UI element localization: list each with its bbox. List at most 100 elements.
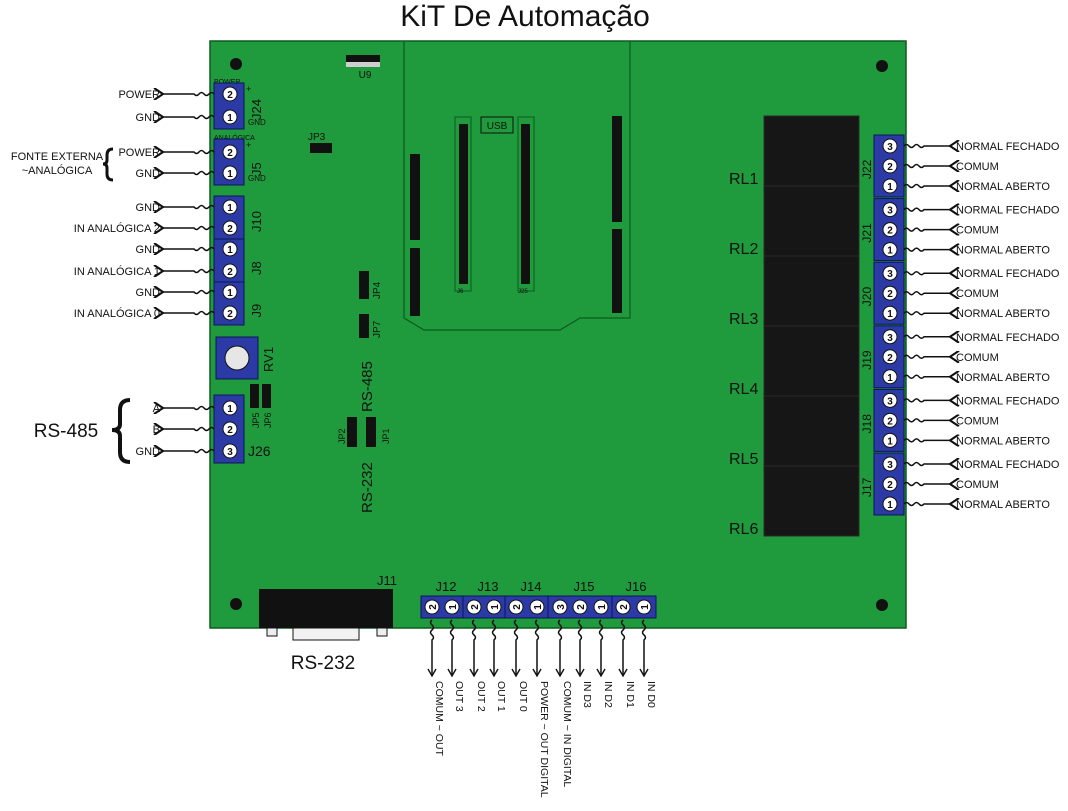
jp7-label: JP7	[372, 320, 383, 338]
terminal-pin	[486, 599, 502, 615]
pin-number: 2	[227, 309, 233, 320]
terminal-name: J15	[574, 579, 595, 594]
jp6-label: JP6	[263, 412, 273, 428]
relay-group: RL1 RL2 RL3 RL4 RL5 RL6	[729, 115, 860, 538]
jp6-jumper	[262, 384, 271, 408]
terminal-pin	[222, 144, 238, 160]
pin-number: 3	[887, 460, 893, 471]
db9-screw-right	[376, 627, 388, 637]
terminal-pin	[222, 86, 238, 102]
relay-label: RL5	[729, 451, 758, 468]
pin-number: 1	[490, 604, 501, 610]
relay-label: RL4	[729, 381, 758, 398]
pin-number: 2	[227, 90, 233, 101]
signal-arrow	[903, 463, 950, 466]
u9-label: U9	[359, 70, 372, 81]
signal-arrowhead	[427, 668, 437, 678]
signal-arrowhead	[469, 668, 479, 678]
terminal-pin	[882, 158, 898, 174]
terminal-pin	[222, 165, 238, 181]
j24-gnd-label: GND	[248, 118, 266, 127]
terminal-name: J5	[249, 162, 264, 176]
signal-arrowhead	[511, 668, 521, 678]
db9-shell	[292, 627, 360, 641]
terminal-pin	[222, 305, 238, 321]
jp2-label: JP2	[337, 428, 347, 444]
terminal-pin	[222, 263, 238, 279]
terminal-pin	[882, 456, 898, 472]
relay-body	[763, 255, 860, 327]
terminal-pin	[882, 202, 898, 218]
jp4-jumper	[359, 271, 369, 299]
jp4-label: JP4	[372, 281, 383, 299]
signal-label: OUT 0	[517, 681, 529, 712]
terminal-name: J8	[249, 261, 264, 275]
signal-label: POWER	[118, 147, 160, 159]
signal-wire	[598, 619, 604, 675]
signal-label: COMUM	[956, 225, 999, 237]
usb-label: USB	[487, 121, 508, 132]
terminal-name: J17	[860, 477, 874, 497]
terminal-pin	[882, 178, 898, 194]
signal-arrowhead	[489, 668, 499, 678]
pin-number: 3	[887, 396, 893, 407]
terminal-name: J26	[248, 443, 271, 459]
bottom-terminals: 2 1 J12 2 1 J13 2 1 J14 3 2 1 J15 2 1 J16 COMUM ~ OUT OUT…	[420, 579, 657, 798]
pin-number: 1	[887, 436, 893, 447]
terminal-pin	[466, 599, 482, 615]
signal-arrowhead	[639, 668, 649, 678]
header-right-upper	[612, 116, 622, 222]
signal-label: IN ANALÓGICA 2	[74, 222, 160, 235]
signal-arrow	[163, 206, 215, 209]
jp3-jumper	[310, 143, 332, 153]
pin-number: 1	[227, 404, 233, 415]
pin-number: 2	[619, 604, 630, 610]
pin-number: 1	[227, 288, 233, 299]
terminal-pin	[882, 349, 898, 365]
pin-number: 2	[887, 480, 893, 491]
terminal-pin	[882, 265, 898, 281]
relay-label: RL2	[729, 241, 758, 258]
signal-arrow	[903, 228, 950, 231]
signal-label: GND	[136, 446, 161, 458]
terminal-pin	[222, 443, 238, 459]
signal-label: NORMAL ABERTO	[956, 308, 1050, 320]
signal-wire	[449, 619, 455, 675]
signal-arrowhead	[575, 668, 585, 678]
signal-arrow	[903, 145, 950, 148]
signal-label: IN D0	[645, 681, 657, 708]
jp5-jumper	[250, 384, 259, 408]
signal-label: NORMAL FECHADO	[956, 459, 1060, 471]
signal-label: IN D1	[624, 681, 636, 708]
terminal-pin	[615, 599, 631, 615]
signal-label: GND	[136, 244, 161, 256]
header-j25-outline	[517, 116, 535, 292]
jp5-label: JP5	[251, 412, 261, 428]
pin-number: 1	[887, 246, 893, 257]
signal-label: NORMAL FECHADO	[956, 205, 1060, 217]
mounting-hole	[230, 58, 242, 70]
usb-connector	[480, 116, 514, 134]
signal-label: A	[153, 403, 161, 415]
pin-number: 2	[887, 226, 893, 237]
jp7-jumper	[359, 314, 369, 338]
signal-arrow	[163, 407, 215, 410]
pin-number: 2	[887, 289, 893, 300]
terminal-name: J10	[249, 211, 264, 232]
signal-label: NORMAL ABERTO	[956, 499, 1050, 511]
signal-label: IN D3	[581, 681, 593, 708]
pin-number: 2	[887, 353, 893, 364]
terminal-pin	[222, 241, 238, 257]
terminal-name: J14	[521, 579, 542, 594]
signal-label: NORMAL ABERTO	[956, 435, 1050, 447]
pin-number: 2	[428, 604, 439, 610]
mounting-holes	[230, 58, 888, 611]
pin-number: 3	[887, 269, 893, 280]
j6-label: J6	[457, 289, 464, 295]
pin-number: 1	[640, 604, 651, 610]
terminal-pin	[572, 599, 588, 615]
relay-body	[763, 185, 860, 257]
pin-number: 2	[227, 425, 233, 436]
signal-arrow	[903, 375, 950, 378]
